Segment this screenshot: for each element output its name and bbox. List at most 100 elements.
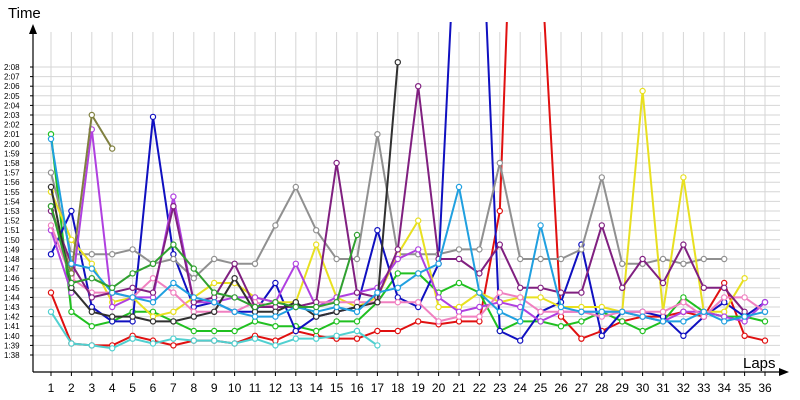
data-point (721, 255, 728, 263)
x-tick-label: 33 (697, 381, 711, 395)
data-point (272, 299, 279, 306)
data-point (394, 299, 401, 306)
y-tick-label: 1:44 (4, 293, 20, 302)
data-point (496, 327, 503, 335)
series-line (50, 133, 725, 280)
data-point (517, 255, 524, 263)
data-point (455, 313, 463, 320)
x-tick-label: 26 (554, 381, 568, 395)
data-point (231, 327, 238, 335)
data-point (272, 323, 279, 330)
data-point (496, 299, 503, 306)
x-tick-label: 24 (514, 381, 528, 395)
data-point (435, 303, 442, 311)
x-axis-title: Laps (743, 355, 776, 372)
y-tick-label: 1:49 (4, 245, 20, 254)
data-point (108, 303, 116, 311)
data-point (88, 308, 96, 315)
data-point (639, 255, 646, 263)
data-point (129, 335, 136, 342)
data-point (455, 183, 463, 191)
data-point (313, 226, 320, 234)
data-point (210, 337, 218, 344)
series-4 (47, 130, 728, 282)
data-point (394, 59, 401, 66)
data-point (88, 294, 96, 301)
data-point (374, 327, 381, 335)
data-point (190, 337, 197, 344)
x-tick-label: 22 (473, 381, 487, 395)
y-tick-label: 1:42 (4, 313, 20, 322)
y-tick-label: 1:45 (4, 284, 20, 293)
x-tick-label: 34 (718, 381, 732, 395)
data-point (210, 299, 218, 306)
data-point (190, 275, 197, 282)
data-point (476, 289, 483, 296)
x-tick-label: 19 (412, 381, 426, 395)
data-point (476, 270, 483, 277)
data-point (680, 174, 687, 181)
data-point (537, 308, 544, 315)
data-point (415, 299, 422, 306)
data-point (333, 318, 340, 325)
data-point (415, 246, 422, 253)
data-point (578, 289, 585, 296)
data-point (272, 279, 279, 287)
data-point (374, 226, 381, 234)
data-point (353, 308, 361, 315)
y-axis-title: Time (8, 5, 41, 22)
x-tick-label: 21 (452, 381, 466, 395)
data-point (47, 289, 55, 296)
data-point (333, 332, 340, 339)
data-point (680, 299, 687, 306)
x-axis-arrow (779, 368, 789, 376)
data-point (333, 255, 340, 263)
data-point (394, 255, 401, 263)
data-point (619, 284, 626, 291)
data-point (292, 303, 299, 311)
data-point (415, 318, 422, 325)
data-point (272, 222, 279, 229)
data-point (313, 327, 320, 335)
series-7 (47, 126, 769, 325)
data-point (455, 246, 463, 253)
data-point (517, 284, 524, 291)
x-tick-label: 30 (636, 381, 650, 395)
data-point (496, 308, 503, 315)
data-point (415, 270, 422, 277)
data-point (231, 308, 238, 315)
x-tick-label: 18 (391, 381, 405, 395)
data-point (231, 294, 238, 301)
x-tick-label: 11 (249, 381, 262, 395)
x-tick-label: 32 (677, 381, 691, 395)
y-tick-label: 1:54 (4, 197, 20, 206)
y-tick-label: 1:52 (4, 217, 20, 226)
data-point (149, 340, 157, 347)
data-point (435, 260, 442, 267)
x-tick-label: 1 (48, 381, 55, 395)
data-point (394, 246, 401, 253)
data-point (476, 313, 483, 320)
data-point (68, 308, 75, 315)
data-point (680, 260, 687, 267)
x-tick-label: 25 (534, 381, 548, 395)
data-point (700, 308, 708, 315)
data-point (517, 318, 524, 325)
data-point (578, 308, 585, 315)
y-tick-label: 1:50 (4, 236, 20, 245)
x-tick-label: 13 (289, 381, 303, 395)
data-point (47, 250, 55, 258)
data-point (680, 308, 687, 315)
data-point (741, 313, 748, 320)
x-tick-label: 10 (228, 381, 242, 395)
x-tick-label: 5 (129, 381, 136, 395)
series-line (50, 205, 358, 308)
series-12 (47, 135, 769, 325)
data-point (190, 265, 197, 272)
data-point (170, 255, 177, 263)
data-point (721, 294, 728, 301)
series-9 (47, 82, 748, 315)
x-tick-label: 3 (88, 381, 95, 395)
data-point (88, 342, 96, 349)
x-tick-label: 31 (656, 381, 670, 395)
